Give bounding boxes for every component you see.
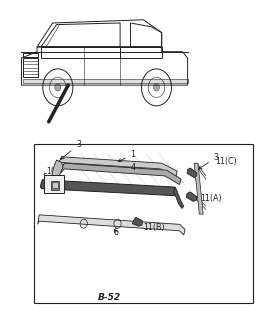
FancyBboxPatch shape [44,175,64,193]
Polygon shape [58,157,177,177]
Text: 3: 3 [61,140,81,159]
Text: 11(C): 11(C) [216,157,238,166]
Polygon shape [51,160,63,181]
Text: 1: 1 [118,150,135,162]
Text: 3: 3 [199,153,218,169]
Polygon shape [23,79,188,83]
FancyBboxPatch shape [52,182,57,188]
Polygon shape [40,180,177,196]
Circle shape [153,84,159,91]
Polygon shape [133,217,142,226]
Polygon shape [61,163,181,185]
Polygon shape [187,168,197,178]
Text: 11(A): 11(A) [201,194,222,204]
FancyBboxPatch shape [51,181,59,190]
Polygon shape [38,215,185,235]
Text: B-52: B-52 [98,293,121,302]
Polygon shape [186,192,197,201]
Text: 10: 10 [46,167,56,176]
Circle shape [55,84,61,91]
Text: 6: 6 [114,228,119,237]
Polygon shape [194,163,203,214]
Text: 5: 5 [43,173,48,182]
Bar [23,52,38,57]
Polygon shape [173,187,184,208]
Bar [34,144,252,303]
Text: 11(B): 11(B) [139,222,165,232]
Text: 4: 4 [130,163,135,172]
